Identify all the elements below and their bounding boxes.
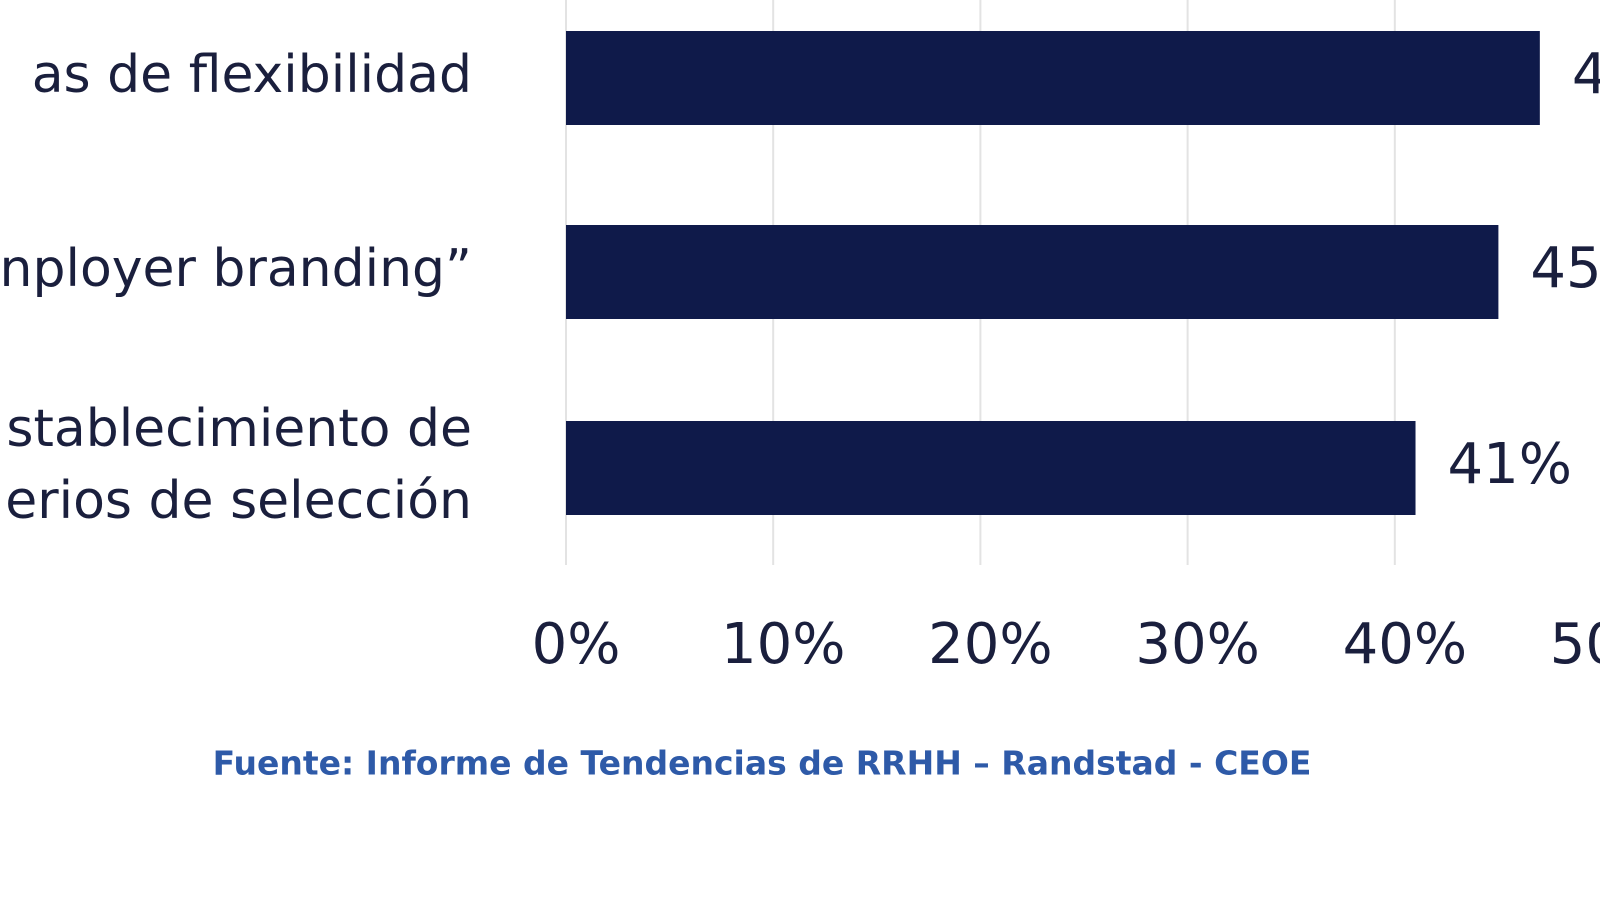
value-label: 47% (1572, 42, 1600, 107)
x-tick-label: 10% (721, 612, 845, 677)
category-label: erios de selección (5, 471, 472, 531)
category-label: nployer branding” (0, 239, 472, 299)
x-tick-label: 0% (532, 612, 621, 677)
value-label: 41% (1448, 432, 1572, 497)
category-label: as de flexibilidad (32, 45, 472, 105)
x-tick-label: 50% (1550, 612, 1600, 677)
source-note: Fuente: Informe de Tendencias de RRHH – … (213, 744, 1312, 783)
x-tick-label: 20% (928, 612, 1052, 677)
x-tick-label: 30% (1135, 612, 1259, 677)
category-label: stablecimiento de (6, 399, 472, 459)
value-label: 45% (1530, 236, 1600, 301)
bar (566, 421, 1416, 515)
x-tick-label: 40% (1343, 612, 1467, 677)
bar (566, 31, 1540, 125)
bar (566, 225, 1499, 319)
